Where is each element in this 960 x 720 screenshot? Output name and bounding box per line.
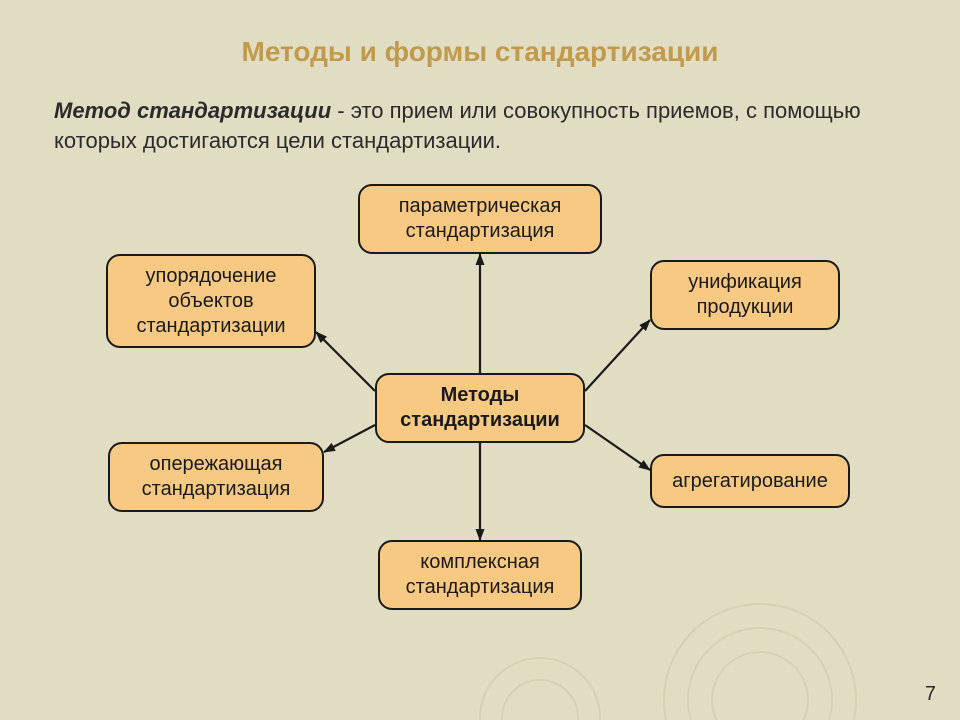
page-number: 7 (925, 683, 936, 706)
diagram-node-unif: унификация продукции (650, 260, 840, 330)
diagram-node-aggr: агрегатирование (650, 454, 850, 508)
diagram-node-param: параметрическая стандартизация (358, 184, 602, 254)
diagram-node-kompl: комплексная стандартизация (378, 540, 582, 610)
diagram-node-upor: упорядочение объектов стандартизации (106, 254, 316, 348)
diagram: Методы стандартизации параметрическая ста… (0, 0, 960, 720)
slide: Методы и формы стандартизации Метод стан… (0, 0, 960, 720)
diagram-node-center: Методы стандартизации (375, 373, 585, 443)
diagram-node-operej: опережающая стандартизация (108, 442, 324, 512)
